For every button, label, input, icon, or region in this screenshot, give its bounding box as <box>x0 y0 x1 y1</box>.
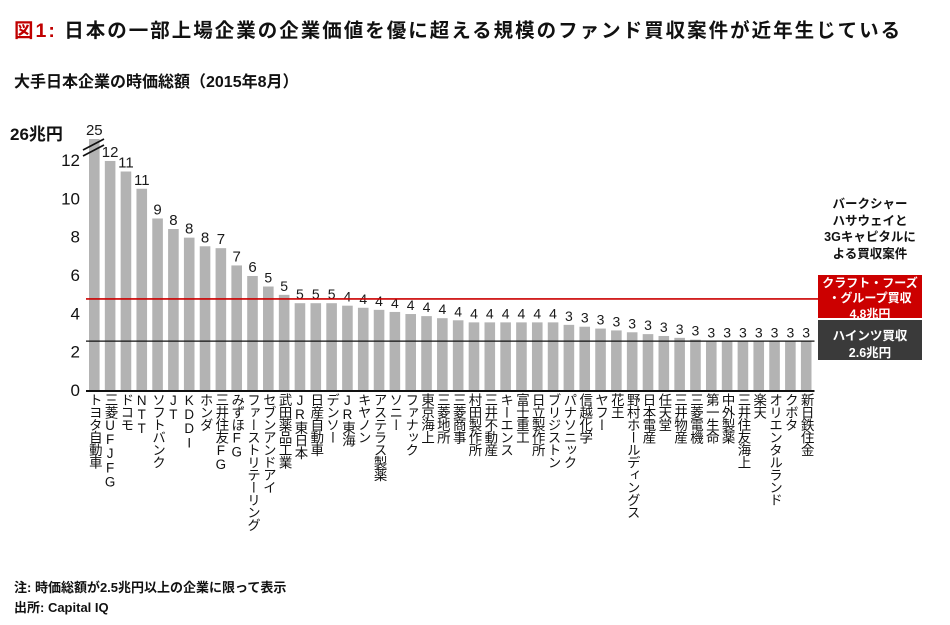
svg-text:4: 4 <box>71 304 80 323</box>
svg-text:4: 4 <box>518 305 526 321</box>
svg-text:10: 10 <box>61 189 80 208</box>
svg-text:3: 3 <box>692 323 700 339</box>
svg-text:3: 3 <box>644 317 652 333</box>
svg-text:3: 3 <box>660 319 668 335</box>
svg-text:4: 4 <box>533 305 541 321</box>
svg-text:4: 4 <box>423 299 431 315</box>
svg-text:26兆円: 26兆円 <box>10 125 63 144</box>
svg-text:7: 7 <box>233 248 241 265</box>
svg-text:11: 11 <box>134 172 150 189</box>
svg-text:12: 12 <box>102 144 119 161</box>
svg-text:4: 4 <box>549 305 557 321</box>
svg-text:3: 3 <box>723 325 731 341</box>
svg-text:3: 3 <box>565 308 573 324</box>
svg-text:11: 11 <box>118 155 134 172</box>
svg-text:5: 5 <box>264 270 272 286</box>
svg-text:5: 5 <box>312 286 320 302</box>
svg-text:4: 4 <box>375 293 383 309</box>
svg-text:4: 4 <box>454 303 462 319</box>
svg-text:9: 9 <box>153 201 161 218</box>
svg-text:3: 3 <box>755 325 763 341</box>
svg-text:3: 3 <box>771 325 779 341</box>
svg-text:2: 2 <box>71 343 80 362</box>
svg-text:5: 5 <box>280 278 288 294</box>
svg-text:3: 3 <box>786 325 794 341</box>
svg-text:4: 4 <box>470 305 478 321</box>
svg-text:0: 0 <box>71 381 80 400</box>
svg-text:5: 5 <box>328 286 336 302</box>
svg-text:4: 4 <box>502 305 510 321</box>
svg-text:4: 4 <box>438 301 446 317</box>
svg-text:8: 8 <box>71 228 80 247</box>
svg-text:4: 4 <box>391 295 399 311</box>
svg-text:4: 4 <box>344 289 352 305</box>
svg-text:4: 4 <box>486 305 494 321</box>
svg-text:3: 3 <box>739 325 747 341</box>
svg-text:3: 3 <box>597 312 605 328</box>
svg-text:3: 3 <box>612 313 620 329</box>
svg-text:3: 3 <box>581 310 589 326</box>
svg-text:8: 8 <box>185 221 193 238</box>
svg-text:3: 3 <box>802 325 810 341</box>
svg-text:3: 3 <box>628 315 636 331</box>
svg-text:3: 3 <box>707 325 715 341</box>
svg-text:6: 6 <box>248 259 256 276</box>
svg-text:7: 7 <box>217 231 225 248</box>
svg-text:8: 8 <box>169 212 177 229</box>
svg-text:8: 8 <box>201 229 209 246</box>
svg-text:25: 25 <box>86 122 103 139</box>
svg-text:3: 3 <box>676 321 684 337</box>
svg-text:5: 5 <box>296 286 304 302</box>
svg-text:6: 6 <box>71 266 80 285</box>
svg-text:12: 12 <box>61 151 80 170</box>
